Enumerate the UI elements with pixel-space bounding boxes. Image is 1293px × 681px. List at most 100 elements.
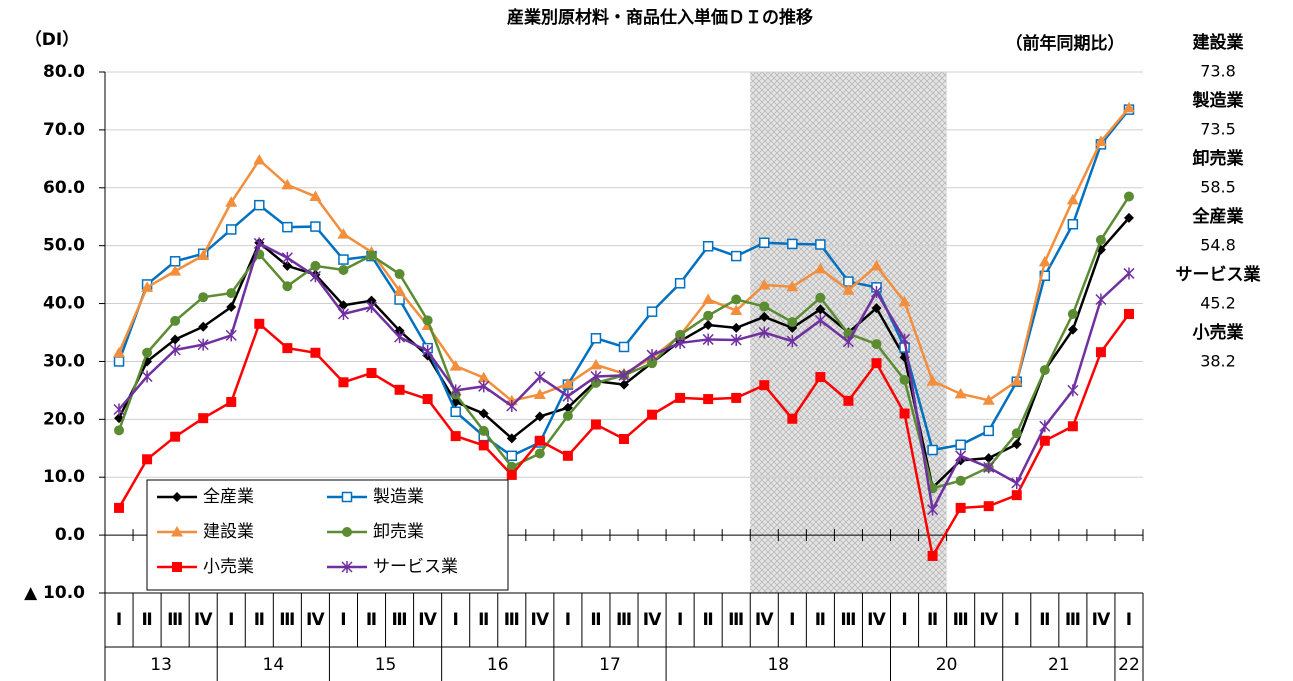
x-tick-label: Ⅲ: [840, 610, 856, 630]
marker: [450, 406, 461, 418]
marker: [927, 503, 939, 516]
marker: [562, 410, 573, 421]
marker: [338, 264, 349, 275]
marker: [815, 304, 826, 315]
marker: [172, 562, 182, 572]
marker: [1095, 347, 1106, 358]
end-label-name: サービス業: [1176, 264, 1261, 285]
marker: [702, 240, 714, 252]
series-line: [117, 107, 1130, 403]
marker: [787, 238, 798, 250]
marker: [702, 333, 714, 346]
marker: [955, 502, 966, 513]
marker: [506, 469, 517, 480]
marker: [1094, 135, 1107, 146]
marker: [815, 372, 826, 383]
marker: [254, 199, 265, 211]
marker: [365, 301, 378, 314]
marker: [394, 269, 405, 280]
marker: [619, 379, 629, 390]
marker: [113, 346, 126, 358]
x-tick-label: Ⅰ: [340, 610, 346, 630]
marker: [871, 303, 882, 314]
marker: [281, 251, 293, 264]
marker: [1067, 308, 1078, 319]
legend-label: 小売業: [203, 557, 254, 577]
marker: [562, 390, 574, 403]
marker: [366, 295, 377, 306]
marker: [1095, 234, 1106, 245]
marker: [142, 347, 153, 358]
marker: [478, 408, 489, 419]
x-tick-label: Ⅲ: [167, 610, 183, 630]
marker: [198, 413, 209, 424]
marker: [450, 431, 461, 442]
x-tick-label: Ⅱ: [927, 610, 938, 630]
marker: [1039, 435, 1050, 446]
marker: [282, 281, 293, 292]
x-tick-label: Ⅱ: [254, 610, 265, 630]
chart-title: 産業別原材料・商品仕入単価ＤＩの推移: [507, 7, 813, 28]
marker: [983, 425, 994, 437]
marker: [253, 153, 266, 165]
marker: [254, 318, 265, 329]
legend-label: 全産業: [203, 487, 254, 507]
x-tick-label: Ⅲ: [728, 610, 744, 630]
marker: [842, 284, 855, 295]
marker: [730, 334, 742, 347]
marker: [309, 270, 321, 283]
legend-label: 卸売業: [373, 522, 424, 542]
legend-label: 建設業: [203, 522, 254, 542]
marker: [870, 285, 883, 298]
x-tick-label: Ⅳ: [979, 610, 998, 630]
marker: [1095, 293, 1107, 306]
marker: [450, 384, 462, 397]
marker: [1123, 267, 1135, 280]
marker: [533, 388, 546, 399]
marker: [955, 439, 966, 451]
x-group-label: 22: [1118, 655, 1140, 675]
end-label-value: 58.5: [1200, 178, 1236, 197]
marker: [114, 425, 125, 436]
y-tick-label: 50.0: [43, 236, 85, 256]
y-tick-label: 10.0: [43, 467, 85, 487]
marker: [141, 281, 154, 292]
x-tick-label: Ⅳ: [418, 610, 437, 630]
marker: [983, 453, 994, 464]
x-tick-label: Ⅰ: [565, 610, 571, 630]
x-tick-label: Ⅰ: [789, 610, 795, 630]
marker: [899, 333, 911, 346]
marker: [281, 178, 294, 190]
marker: [731, 392, 742, 403]
x-tick-label: Ⅲ: [279, 610, 295, 630]
x-tick-label: Ⅱ: [478, 610, 489, 630]
series-line: [117, 108, 1130, 458]
marker: [1123, 191, 1134, 202]
x-group-label: 16: [487, 655, 509, 675]
x-tick-label: Ⅱ: [1039, 610, 1050, 630]
marker: [703, 394, 714, 405]
legend-label: 製造業: [373, 487, 424, 507]
marker: [478, 425, 489, 436]
marker: [366, 250, 377, 261]
marker: [871, 358, 882, 369]
marker: [619, 434, 629, 445]
legend-box: [146, 479, 509, 591]
marker: [449, 360, 462, 371]
end-label-value: 54.8: [1200, 236, 1236, 255]
y-tick-label: 70.0: [43, 120, 85, 140]
marker: [310, 260, 321, 271]
marker: [478, 440, 489, 451]
marker: [506, 400, 518, 413]
x-group-label: 18: [767, 655, 789, 675]
end-label-name: 全産業: [1192, 206, 1244, 227]
marker: [927, 550, 938, 561]
marker: [730, 250, 742, 262]
marker: [842, 335, 854, 348]
marker: [843, 395, 854, 406]
x-tick-label: Ⅲ: [1065, 610, 1081, 630]
marker: [1066, 193, 1079, 205]
x-tick-label: Ⅲ: [392, 610, 408, 630]
marker: [927, 444, 938, 456]
